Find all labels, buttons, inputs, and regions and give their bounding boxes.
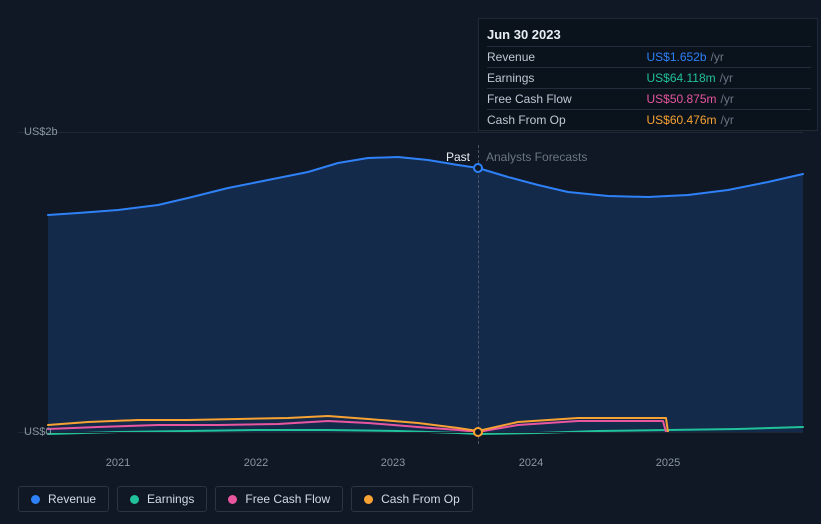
tooltip-row-label: Cash From Op <box>487 110 646 131</box>
tooltip-row-value: US$64.118m/yr <box>646 68 811 89</box>
revenue-area <box>48 157 803 432</box>
gridline <box>18 132 803 133</box>
legend-item-revenue[interactable]: Revenue <box>18 486 109 512</box>
legend-item-label: Revenue <box>48 492 96 506</box>
chart-legend: Revenue Earnings Free Cash Flow Cash From O… <box>18 486 473 512</box>
legend-item-label: Earnings <box>147 492 194 506</box>
fcf-swatch-icon <box>228 495 237 504</box>
tooltip-table: RevenueUS$1.652b/yrEarningsUS$64.118m/yr… <box>487 46 811 130</box>
legend-item-cfo[interactable]: Cash From Op <box>351 486 473 512</box>
revenue-marker <box>473 163 483 173</box>
legend-item-fcf[interactable]: Free Cash Flow <box>215 486 343 512</box>
tooltip-row: Free Cash FlowUS$50.875m/yr <box>487 89 811 110</box>
x-axis-label: 2021 <box>106 457 130 469</box>
legend-item-label: Free Cash Flow <box>245 492 330 506</box>
revenue-swatch-icon <box>31 495 40 504</box>
tooltip-row: RevenueUS$1.652b/yr <box>487 47 811 68</box>
y-axis-label: US$2b <box>24 126 58 138</box>
y-axis-label: US$0 <box>24 426 52 438</box>
tooltip-row-value: US$50.875m/yr <box>646 89 811 110</box>
tooltip-row-label: Earnings <box>487 68 646 89</box>
past-label: Past <box>446 150 470 164</box>
x-axis-label: 2023 <box>381 457 405 469</box>
past-forecast-divider <box>478 145 479 444</box>
tooltip-date: Jun 30 2023 <box>487 25 811 46</box>
cfo-swatch-icon <box>364 495 373 504</box>
tooltip-row-value: US$60.476m/yr <box>646 110 811 131</box>
forecast-label: Analysts Forecasts <box>486 150 587 164</box>
tooltip-row: Cash From OpUS$60.476m/yr <box>487 110 811 131</box>
x-axis-label: 2022 <box>244 457 268 469</box>
tooltip-row-label: Revenue <box>487 47 646 68</box>
earnings-swatch-icon <box>130 495 139 504</box>
legend-item-label: Cash From Op <box>381 492 460 506</box>
x-axis-label: 2024 <box>519 457 543 469</box>
tooltip-row-value: US$1.652b/yr <box>646 47 811 68</box>
cfo-marker <box>473 427 483 437</box>
legend-item-earnings[interactable]: Earnings <box>117 486 207 512</box>
x-axis-label: 2025 <box>656 457 680 469</box>
tooltip-row-label: Free Cash Flow <box>487 89 646 110</box>
financial-forecast-chart: US$0 US$2b 2021 2022 2023 2024 2025 Past Anal… <box>0 0 821 524</box>
tooltip-row: EarningsUS$64.118m/yr <box>487 68 811 89</box>
hover-tooltip: Jun 30 2023 RevenueUS$1.652b/yrEarningsU… <box>478 18 818 131</box>
gridline <box>18 432 803 433</box>
